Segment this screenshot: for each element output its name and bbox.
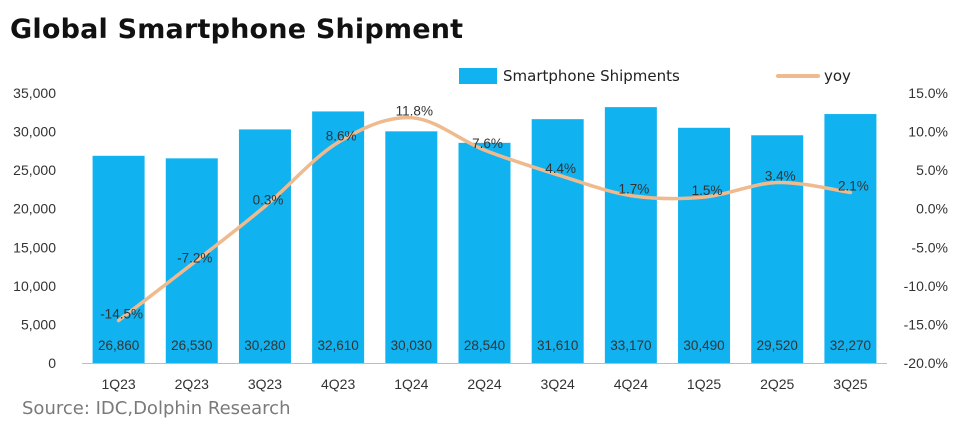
shipment-bar xyxy=(824,114,877,363)
legend-label-yoy: yoy xyxy=(824,67,851,85)
right-axis: -20.0% -15.0% -10.0% -5.0% 0.0% 5.0% 10.0% 15.0… xyxy=(904,85,948,371)
shipment-bar xyxy=(385,131,438,363)
bar-value-label: 33,170 xyxy=(610,338,651,353)
legend: Smartphone Shipments yoy xyxy=(459,67,851,85)
shipment-bar xyxy=(238,129,291,363)
yoy-value-label: 2.1% xyxy=(838,179,869,194)
yoy-value-label: 0.3% xyxy=(253,192,284,207)
bars xyxy=(82,107,887,364)
bar-value-label: 30,490 xyxy=(683,338,724,353)
category-labels: 1Q23 2Q23 3Q23 4Q23 1Q24 2Q24 3Q24 4Q24 1Q25 2Q25… xyxy=(101,376,867,392)
category-label: 1Q25 xyxy=(687,376,721,392)
legend-bar-swatch xyxy=(459,68,497,84)
yoy-value-label: 8.6% xyxy=(326,128,357,143)
left-axis-tick-label: 25,000 xyxy=(13,162,56,178)
bar-value-label: 29,520 xyxy=(757,338,798,353)
right-axis-tick-label: 15.0% xyxy=(908,85,948,101)
shipment-bar xyxy=(531,119,584,363)
bar-value-label: 26,860 xyxy=(98,338,139,353)
category-label: 2Q24 xyxy=(467,376,501,392)
right-axis-tick-label: -10.0% xyxy=(904,278,948,294)
shipment-bar xyxy=(165,158,218,363)
left-axis-tick-label: 5,000 xyxy=(21,316,56,332)
yoy-value-label: 7.6% xyxy=(472,136,503,151)
left-axis-tick-label: 20,000 xyxy=(13,201,56,217)
right-axis-tick-label: -20.0% xyxy=(904,355,948,371)
bar-value-label: 30,030 xyxy=(391,338,432,353)
bar-value-label: 30,280 xyxy=(244,338,285,353)
shipment-bar xyxy=(604,107,657,363)
category-label: 3Q24 xyxy=(541,376,575,392)
category-label: 3Q23 xyxy=(248,376,282,392)
left-axis-tick-label: 0 xyxy=(48,355,56,371)
yoy-value-labels: -14.5% -7.2% 0.3% 8.6% 11.8% 7.6% 4.4% 1.7% 1.5%… xyxy=(100,104,869,322)
right-axis-tick-label: 0.0% xyxy=(916,201,948,217)
right-axis-tick-label: -15.0% xyxy=(904,316,948,332)
legend-label-shipments: Smartphone Shipments xyxy=(503,67,680,85)
right-axis-tick-label: 5.0% xyxy=(916,162,948,178)
bar-value-label: 32,610 xyxy=(317,338,358,353)
left-axis-tick-label: 35,000 xyxy=(13,85,56,101)
category-label: 2Q25 xyxy=(760,376,794,392)
yoy-value-label: -14.5% xyxy=(100,307,143,322)
yoy-value-label: -7.2% xyxy=(177,250,212,265)
category-label: 4Q23 xyxy=(321,376,355,392)
category-label: 4Q24 xyxy=(614,376,648,392)
yoy-value-label: 11.8% xyxy=(396,104,433,119)
source-note: Source: IDC,Dolphin Research xyxy=(22,398,291,419)
category-label: 3Q25 xyxy=(833,376,867,392)
bar-value-label: 32,270 xyxy=(830,338,871,353)
category-label: 1Q24 xyxy=(394,376,428,392)
right-axis-tick-label: 10.0% xyxy=(908,124,948,140)
left-axis-tick-label: 30,000 xyxy=(13,124,56,140)
shipment-bar xyxy=(92,155,145,363)
bar-value-label: 28,540 xyxy=(464,338,505,353)
shipment-bar xyxy=(458,142,511,363)
bar-value-labels: 26,860 26,530 30,280 32,610 30,030 28,540 31,6… xyxy=(98,338,871,353)
bar-value-label: 26,530 xyxy=(171,338,212,353)
yoy-value-label: 4.4% xyxy=(545,161,576,176)
left-axis-tick-label: 15,000 xyxy=(13,239,56,255)
yoy-line xyxy=(116,115,853,323)
left-axis: 0 5,000 10,000 15,000 20,000 25,000 30,000 35,0… xyxy=(13,85,56,371)
yoy-series-line xyxy=(116,115,853,323)
chart-title: Global Smartphone Shipment xyxy=(10,14,464,45)
shipment-bar xyxy=(678,127,731,363)
shipment-bar xyxy=(312,111,365,364)
yoy-value-label: 3.4% xyxy=(765,168,796,183)
bar-value-label: 31,610 xyxy=(537,338,578,353)
yoy-value-label: 1.7% xyxy=(618,182,649,197)
yoy-value-label: 1.5% xyxy=(692,183,723,198)
shipment-bar xyxy=(751,135,804,363)
right-axis-tick-label: -5.0% xyxy=(911,239,948,255)
category-label: 2Q23 xyxy=(175,376,209,392)
left-axis-tick-label: 10,000 xyxy=(13,278,56,294)
category-label: 1Q23 xyxy=(101,376,135,392)
